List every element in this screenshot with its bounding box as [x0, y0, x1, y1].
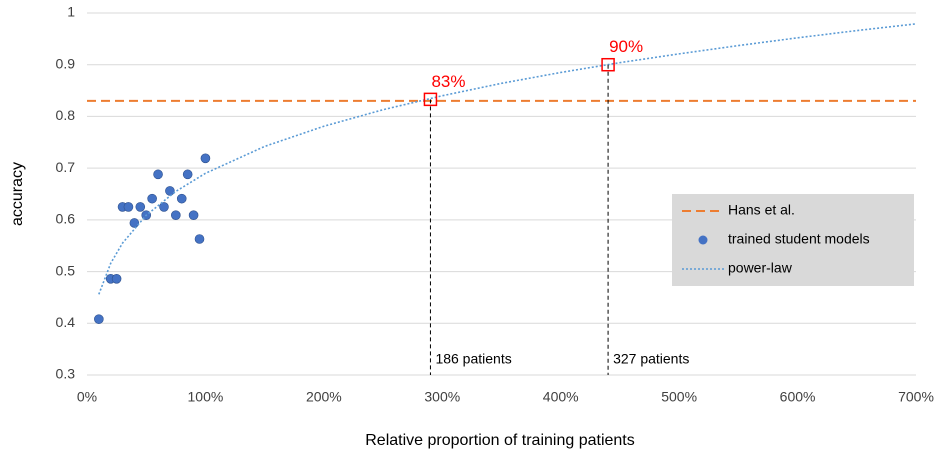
x-tick-label: 400% [543, 389, 579, 405]
y-tick-label: 0.3 [56, 366, 76, 382]
annotation-note: 327 patients [613, 351, 689, 367]
scatter-point [176, 193, 187, 204]
x-tick-label: 300% [424, 389, 460, 405]
series-line [98, 23, 917, 295]
legend-label: Hans et al. [728, 202, 795, 218]
x-tick-label: 100% [188, 389, 224, 405]
scatter-point [188, 210, 199, 221]
y-axis-title: accuracy [9, 162, 26, 226]
y-tick-label: 0.7 [56, 159, 76, 175]
annotation-note: 186 patients [435, 351, 511, 367]
legend-label: power-law [728, 260, 793, 276]
x-tick-label: 0% [77, 389, 97, 405]
scatter-point [94, 314, 104, 324]
x-axis-title: Relative proportion of training patients [365, 432, 635, 449]
legend-swatch [698, 235, 708, 245]
y-tick-label: 0.6 [56, 211, 76, 227]
annotation-label: 90% [609, 37, 643, 56]
x-tick-label: 200% [306, 389, 342, 405]
highlight-marker [423, 92, 438, 107]
x-tick-label: 700% [898, 389, 934, 405]
y-tick-label: 0.9 [56, 55, 76, 71]
x-tick-label: 500% [661, 389, 697, 405]
y-tick-label: 0.4 [56, 314, 76, 330]
scatter-point [182, 169, 193, 180]
y-tick-label: 0.5 [56, 262, 76, 278]
scatter-point [129, 218, 140, 228]
highlight-marker [601, 57, 615, 72]
legend-box [672, 194, 914, 286]
scatter-point [159, 202, 169, 212]
scatter-point [200, 153, 211, 164]
scatter-point [194, 234, 205, 244]
scatter-point [135, 202, 146, 212]
scatter-point [123, 202, 134, 212]
legend-label: trained student models [728, 231, 870, 247]
y-tick-label: 1 [67, 4, 75, 20]
scatter-point [111, 274, 122, 284]
scatter-point [165, 186, 175, 196]
scatter-point [147, 193, 157, 204]
scatter-point [153, 169, 163, 180]
annotation-label: 83% [431, 72, 465, 91]
scatter-point [171, 210, 181, 221]
y-tick-label: 0.8 [56, 107, 76, 123]
x-tick-label: 600% [780, 389, 816, 405]
